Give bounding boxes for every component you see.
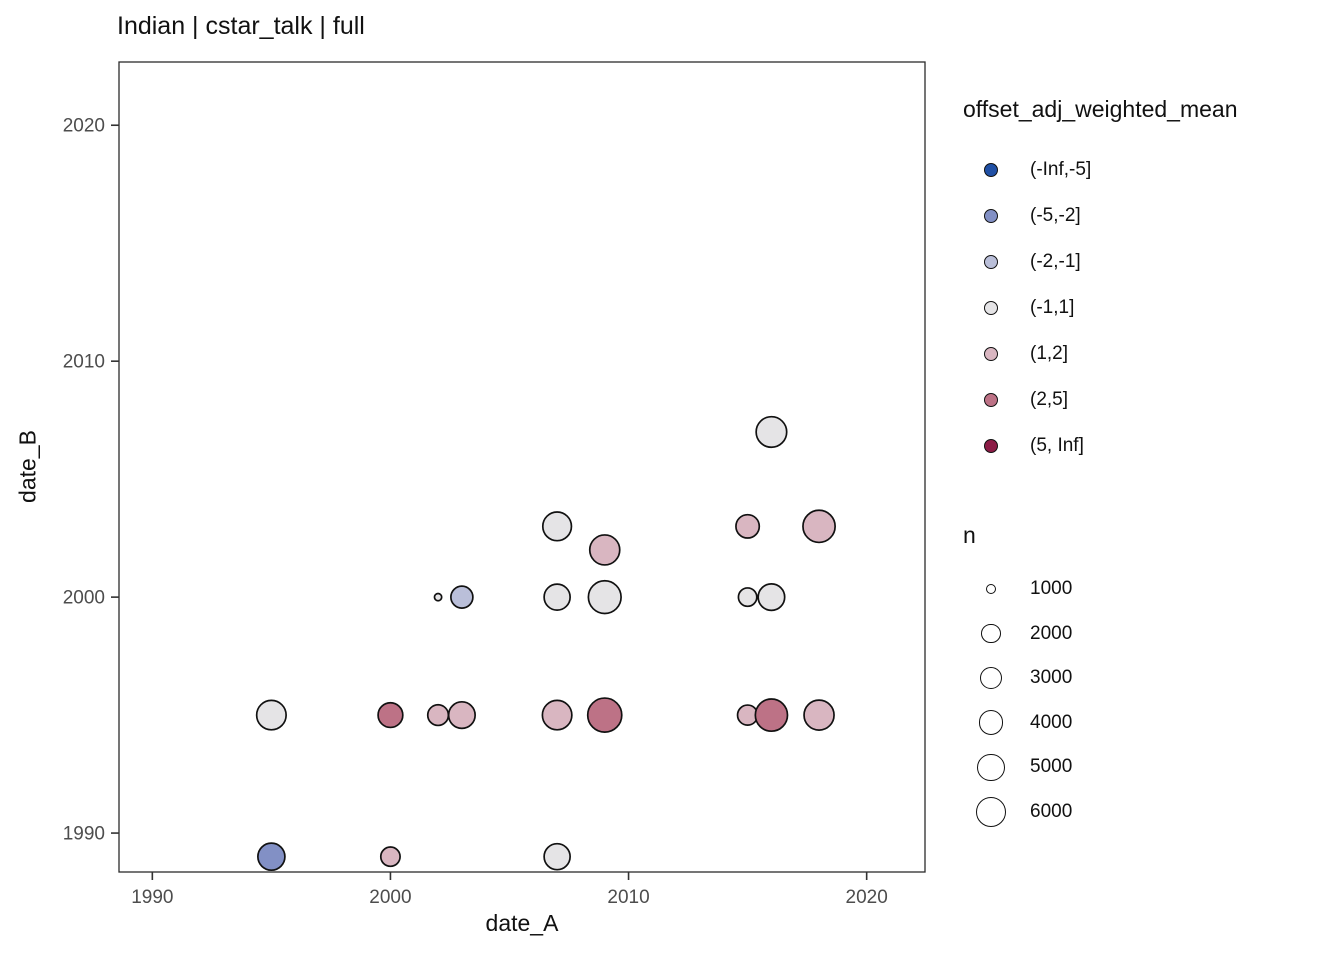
swatch-cell [974,301,1008,315]
swatch-cell [974,347,1008,361]
color-legend-label: (-5,-2] [1030,205,1081,226]
x-tick-label: 2000 [369,887,411,908]
data-point [735,513,761,539]
size-legend-label: 6000 [1030,800,1073,822]
data-point [541,699,573,731]
color-legend-label: (-2,-1] [1030,251,1081,272]
swatch-cell [974,163,1008,177]
size-legend-item: 6000 [963,790,1072,835]
swatch-cell [974,209,1008,223]
y-tick-label: 2010 [63,352,105,373]
data-point [255,699,287,731]
size-legend-item: 4000 [963,701,1072,746]
size-swatch [980,667,1002,690]
size-swatch [978,710,1004,736]
data-point [379,846,401,868]
data-point [803,699,835,731]
size-swatch [977,753,1005,781]
color-swatch [984,209,998,223]
data-point [433,592,443,602]
swatch-cell [974,796,1008,827]
color-swatch [984,163,998,177]
color-legend-item: (1,2] [963,331,1238,377]
data-point [377,701,404,729]
data-point [754,698,789,733]
size-swatch [976,796,1006,827]
size-legend-item: 2000 [963,612,1072,657]
color-legend-item: (-Inf,-5] [963,147,1238,193]
swatch-cell [974,584,1008,595]
color-legend-item: (-5,-2] [963,193,1238,239]
color-swatch [984,439,998,453]
size-legend-label: 2000 [1030,622,1073,644]
color-legend-item: (-1,1] [963,285,1238,331]
color-legend-title: offset_adj_weighted_mean [963,96,1238,122]
data-point [447,700,476,730]
size-legend-label: 4000 [1030,711,1073,733]
size-legend-title: n [963,522,976,548]
color-swatch [984,301,998,315]
x-axis-title: date_A [485,910,559,936]
color-swatch [984,255,998,269]
color-swatch [984,393,998,407]
color-legend-label: (2,5] [1030,389,1069,410]
data-point [802,509,836,544]
swatch-cell [974,255,1008,269]
color-legend-item: (2,5] [963,377,1238,423]
color-swatch [984,347,998,361]
y-tick-label: 2000 [63,588,105,609]
size-legend-label: 5000 [1030,756,1073,778]
size-legend-label: 1000 [1030,578,1073,600]
swatch-cell [974,667,1008,690]
data-point [257,842,286,872]
color-legend-items: (-Inf,-5] (-5,-2] (-2,-1] (-1,1] (1,2] (2,5] (… [963,147,1238,469]
x-tick-label: 2010 [607,887,649,908]
data-point [450,585,474,609]
x-tick-label: 2020 [846,887,888,908]
swatch-cell [974,710,1008,736]
color-legend-label: (5, Inf] [1030,435,1084,456]
data-point [587,579,622,615]
swatch-cell [974,624,1008,644]
size-legend-item: 3000 [963,656,1072,701]
size-swatch [981,624,1001,644]
color-legend-label: (-1,1] [1030,297,1075,318]
y-tick-label: 2020 [63,116,105,137]
size-swatch [986,584,996,595]
data-point [757,583,786,612]
swatch-cell [974,439,1008,453]
y-axis-title: date_B [14,430,41,503]
data-point [586,697,623,733]
data-point [426,703,450,727]
page-title: Indian | cstar_talk | full [117,12,365,40]
color-legend-label: (-Inf,-5] [1030,159,1092,180]
data-point [543,583,571,611]
size-legend-item: 5000 [963,745,1072,790]
y-tick-label: 1990 [63,824,105,845]
data-points [255,415,836,872]
size-legend: n 1000 2000 3000 4000 5000 6000 [963,522,1072,834]
color-legend-label: (1,2] [1030,343,1069,364]
data-point [543,842,571,871]
axis-ticks: 1990 2000 2010 2020 1990 2000 2010 2020 [63,116,888,908]
color-legend: offset_adj_weighted_mean (-Inf,-5] (-5,-2… [963,96,1238,469]
data-point [588,534,621,566]
data-point [755,415,788,449]
color-legend-item: (-2,-1] [963,239,1238,285]
plot-panel [118,61,926,873]
data-point [541,511,573,542]
size-legend-items: 1000 2000 3000 4000 5000 6000 [963,567,1072,834]
color-legend-item: (5, Inf] [963,423,1238,469]
swatch-cell [974,753,1008,781]
size-legend-item: 1000 [963,567,1072,612]
data-point [737,587,758,608]
swatch-cell [974,393,1008,407]
x-tick-label: 1990 [131,887,173,908]
size-legend-label: 3000 [1030,667,1073,689]
